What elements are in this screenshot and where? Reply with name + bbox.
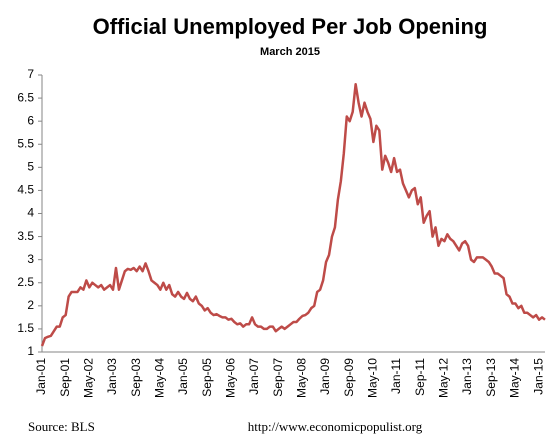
x-tick-label: Jan-07 [247, 358, 261, 395]
chart-subtitle: March 2015 [260, 46, 320, 58]
x-tick-label: May-14 [508, 358, 522, 398]
y-tick-label: 7 [27, 67, 34, 81]
x-tick-label: Sep-05 [200, 358, 214, 397]
x-tick-label: Jan-05 [176, 358, 190, 395]
x-tick-label: Sep-07 [271, 358, 285, 397]
x-tick-label: May-02 [82, 358, 96, 398]
x-tick-label: May-06 [224, 358, 238, 398]
y-tick-label: 3 [27, 252, 34, 266]
series-line [40, 82, 546, 347]
y-tick-label: 3.5 [17, 229, 34, 243]
chart-title: Official Unemployed Per Job Opening [93, 14, 488, 39]
y-tick-label: 6 [27, 113, 34, 127]
x-tick-label: Jan-13 [460, 358, 474, 395]
y-tick-label: 5.5 [17, 136, 34, 150]
y-tick-label: 2.5 [17, 275, 34, 289]
x-tick-label: Sep-11 [413, 358, 427, 396]
x-tick-label: Sep-09 [342, 358, 356, 397]
x-tick-label: Jan-15 [531, 358, 545, 395]
source: Source: BLS [28, 419, 95, 434]
y-tick-label: 6.5 [17, 90, 34, 104]
x-tick-label: May-08 [295, 358, 309, 398]
y-tick-label: 4.5 [17, 183, 34, 197]
x-tick-label: Jan-09 [318, 358, 332, 395]
x-tick-label: Jan-03 [105, 358, 119, 395]
x-tick-label: Sep-01 [58, 358, 72, 397]
x-tick-label: Sep-13 [484, 358, 498, 397]
x-tick-label: Jan-11 [389, 358, 403, 394]
x-tick-label: May-10 [366, 358, 380, 398]
y-tick-label: 4 [27, 206, 34, 220]
y-tick-label: 5 [27, 160, 34, 174]
y-tick-label: 2 [27, 298, 34, 312]
x-tick-label: May-12 [437, 358, 451, 398]
y-tick-label: 1 [27, 344, 34, 358]
url: http://www.economicpopulist.org [248, 419, 423, 434]
x-tick-label: Sep-03 [129, 358, 143, 397]
x-tick-label: Jan-01 [34, 358, 48, 395]
x-tick-label: May-04 [153, 358, 167, 398]
y-tick-label: 1.5 [17, 321, 34, 335]
